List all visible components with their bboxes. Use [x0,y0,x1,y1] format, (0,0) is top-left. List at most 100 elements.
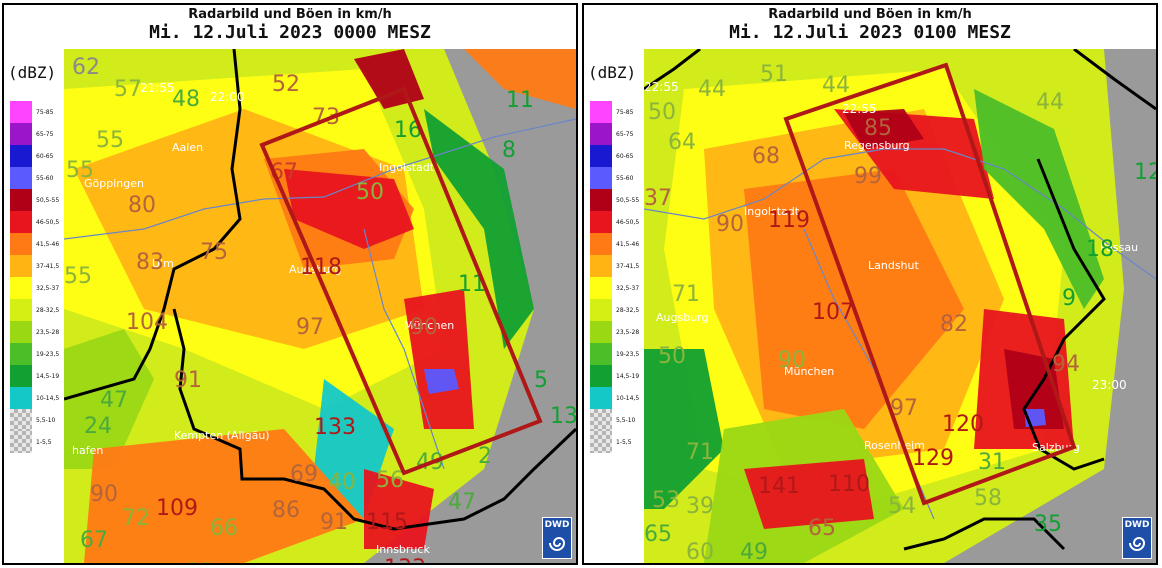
swirl-icon [1129,537,1146,551]
gust-value: 18 [1086,237,1114,262]
gust-value: 90 [716,212,744,237]
radar-map: Göppingen Ingolstadt Augsburg München Kempte… [64,49,576,563]
legend-row: 1-5,5 [10,431,62,453]
precip-area [84,429,364,563]
gust-value: 64 [668,130,696,155]
legend-swatch [590,365,612,387]
time-label: 22:00 [210,90,245,104]
city-label: Aalen [172,141,203,154]
legend-label: 60-65 [616,152,634,160]
legend-row: 28-32,5 [590,299,642,321]
time-label: 22:55 [842,102,877,116]
gust-value: 129 [912,446,954,471]
gust-value: 31 [978,450,1006,475]
legend-label: 1-5,5 [36,438,52,446]
gust-value: 119 [768,208,810,233]
gust-value: 97 [296,315,324,340]
legend-label: 14,5-19 [616,372,640,380]
legend-row: 46-50,5 [10,211,62,233]
legend-row: 5,5-10 [590,409,642,431]
legend-swatch [590,123,612,145]
legend-label: 75-85 [616,108,634,116]
legend-swatch [590,299,612,321]
gust-value: 94 [1052,352,1080,377]
gust-value: 55 [64,264,92,289]
legend-row: 75-85 [590,101,642,123]
legend-label: 55-60 [616,174,634,182]
legend-swatch [10,211,32,233]
gust-value: 54 [888,494,916,519]
legend-swatch [10,189,32,211]
legend-label: 46-50,5 [616,218,640,226]
legend-label: 5,5-10 [616,416,636,424]
gust-value: 80 [128,193,156,218]
precip-area [974,89,1104,309]
legend-row: 65-75 [10,123,62,145]
gust-value: 71 [672,282,700,307]
legend-row: 37-41,5 [590,255,642,277]
legend-swatch [10,321,32,343]
gust-value: 120 [942,412,984,437]
city-label: Landshut [868,259,919,272]
gust-value: 104 [126,310,168,335]
legend-swatch [10,277,32,299]
gust-value: 50 [658,344,686,369]
gust-value: 50 [648,100,676,125]
gust-value: 107 [812,300,854,325]
legend-label: 50,5-55 [616,196,640,204]
legend-swatch [10,145,32,167]
city-label: Rosenheim [864,439,925,452]
legend-row: 5,5-10 [10,409,62,431]
gust-value: 49 [740,540,768,563]
time-label: 23:00 [1092,378,1127,392]
precip-area [284,169,414,249]
dbz-legend: (dBZ) 75-85 65-75 60-65 55-60 50,5-55 46-50,5… [584,49,644,563]
legend-swatch [590,101,612,123]
legend-swatch [590,211,612,233]
legend-row: 60-65 [10,145,62,167]
legend-label: 14,5-19 [36,372,60,380]
legend-row: 10-14,5 [10,387,62,409]
legend-swatch [10,101,32,123]
gust-value: 85 [864,116,892,141]
gust-value: 99 [854,164,882,189]
gust-value: 115 [366,510,408,535]
city-label: München [404,319,454,332]
gust-value: 118 [300,255,342,280]
legend-row: 55-60 [590,167,642,189]
gust-value: 13 [550,404,576,429]
panel-timestamp: Mi. 12.Juli 2023 0100 MESZ [729,22,1011,43]
gust-value: 55 [66,158,94,183]
radar-map: NürnbergRegensburgIngolstadtLandshutAugs… [644,49,1156,563]
gust-value: 90 [410,315,438,340]
radar-map-svg: GöppingenIngolstadtAugsburgMünchenKempte… [64,49,576,563]
gust-value: 69 [290,462,318,487]
legend-swatch [10,167,32,189]
precipitation-layer [644,49,1124,563]
gust-value: 48 [172,87,200,112]
legend-swatch [590,277,612,299]
time-label: 21:55 [140,81,175,95]
legend-label: 19-23,5 [36,350,60,358]
gust-value: 24 [84,414,112,439]
gust-value: 39 [686,494,714,519]
gust-value: 50 [356,180,384,205]
gust-value: 47 [100,388,128,413]
gust-value: 51 [760,62,788,87]
precip-area [644,349,724,509]
legend-label: 41,5-46 [616,240,640,248]
gust-value: 44 [698,77,726,102]
legend-swatch [10,409,32,431]
gust-value: 109 [156,496,198,521]
gust-value: 71 [686,440,714,465]
city-label: Augsburg [656,311,708,324]
legend-row: 41,5-46 [590,233,642,255]
state-border [644,49,1156,551]
panel-header: Radarbild und Böen in km/h Mi. 12.Juli 2… [584,5,1156,47]
legend-swatch [590,255,612,277]
gust-value: 9 [1062,286,1076,311]
radar-panel-0000: Radarbild und Böen in km/h Mi. 12.Juli 2… [2,3,578,565]
legend-label: 1-5,5 [616,438,632,446]
legend-label: 32,5-37 [616,284,640,292]
precip-area [844,109,924,149]
